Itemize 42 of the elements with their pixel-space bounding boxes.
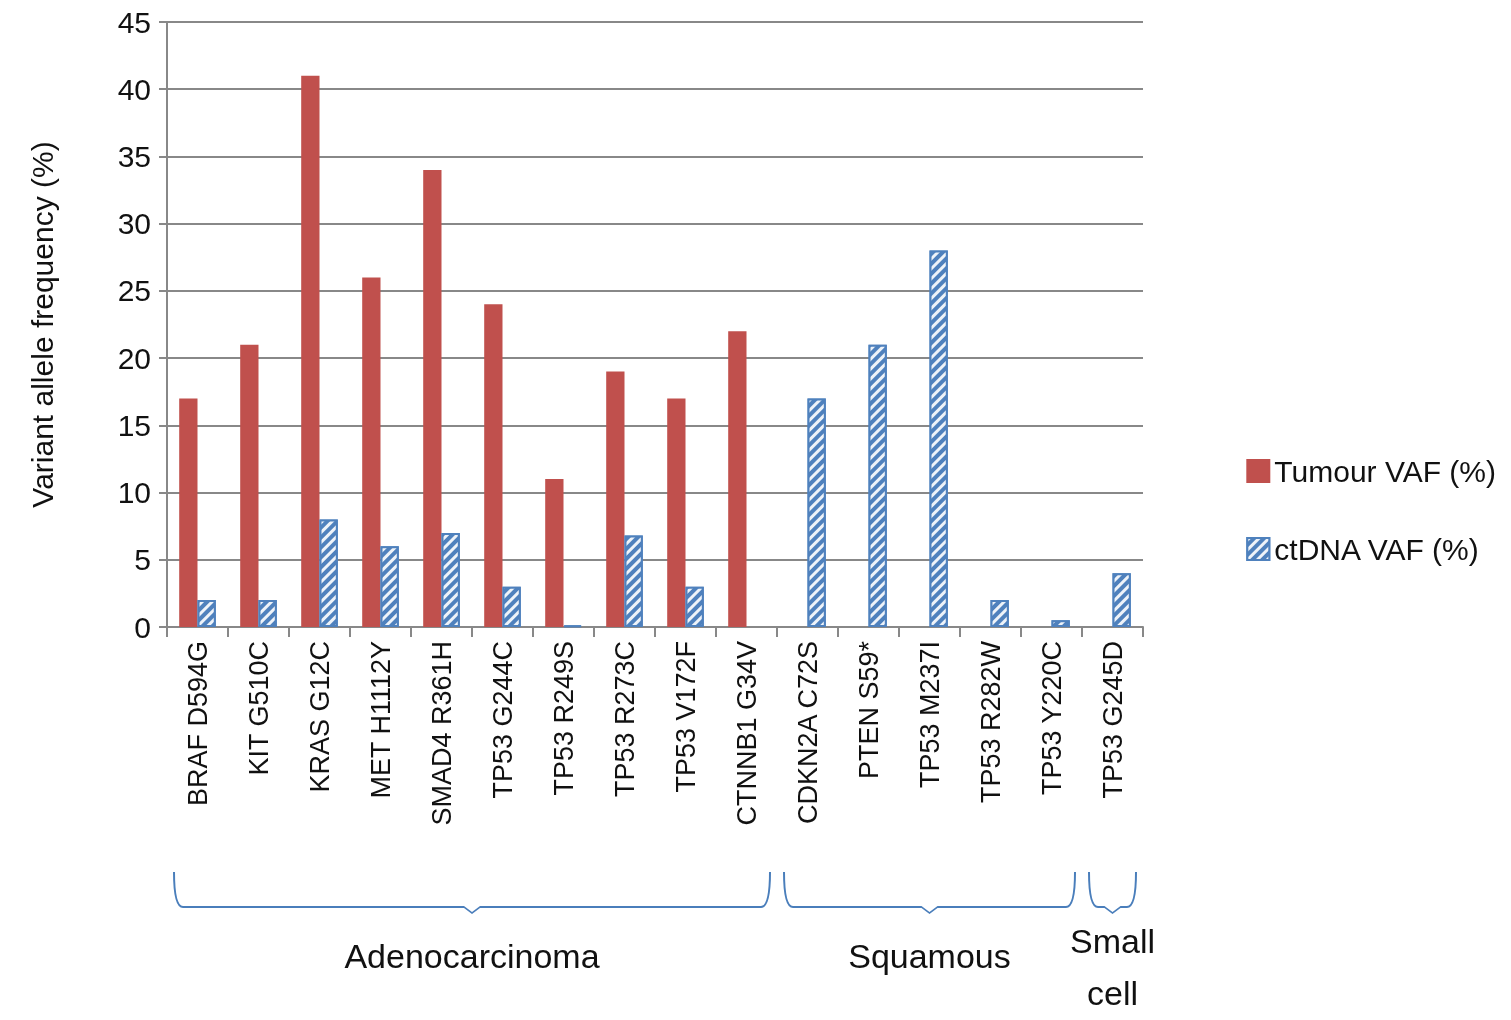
y-axis-title: Variant allele frequency (%) [25,141,59,508]
y-tick-label: 25 [117,274,151,308]
x-tick-label: TP53 M237I [914,641,945,789]
y-tick-label: 35 [117,139,151,173]
bar [667,398,686,627]
legend-label: Tumour VAF (%) [1274,454,1497,488]
legend-label: ctDNA VAF (%) [1274,532,1479,566]
bar [423,169,442,627]
x-tick-label: TP53 R273C [609,641,640,798]
y-tick-label: 45 [117,5,151,39]
y-tick-label: 15 [117,408,151,442]
bar [240,344,259,627]
x-tick-label: MET H1112Y [365,641,396,799]
text: Squamous [848,937,1011,975]
bar [728,331,747,627]
text: Adenocarcinoma [343,936,601,977]
y-tick-label: 0 [134,610,151,644]
x-tick-label: CDKN2A C72S [792,641,823,825]
x-tick-label: TP53 V172F [670,641,701,793]
x-tick-label: CTNNB1 G34V [731,641,762,826]
y-tick-label: 10 [117,476,151,510]
x-tick-label: TP53 Y220C [1036,641,1067,796]
x-tick-label: TP53 G244C [487,641,518,799]
x-tick-label: PTEN S59* [853,640,884,780]
y-tick-label: 30 [117,207,151,241]
x-tick-label: TP53 R282W [975,640,1006,804]
x-tick-label: KIT G510C [243,641,274,776]
x-tick-label: BRAF D594G [182,641,213,807]
bar [362,277,381,627]
y-tick-label: 40 [117,72,151,106]
x-tick-label: SMAD4 R361H [426,641,457,826]
y-tick-label: 20 [117,341,151,375]
bar [484,304,503,627]
x-tick-label: KRAS G12C [304,641,335,793]
bar [606,371,625,627]
text: Small cell [1069,921,1156,1014]
bar [301,75,320,627]
bar [179,398,198,627]
y-tick-label: 5 [134,543,151,577]
bar [545,479,564,627]
x-tick-label: TP53 G245D [1097,641,1128,799]
x-tick-label: TP53 R249S [548,641,579,796]
